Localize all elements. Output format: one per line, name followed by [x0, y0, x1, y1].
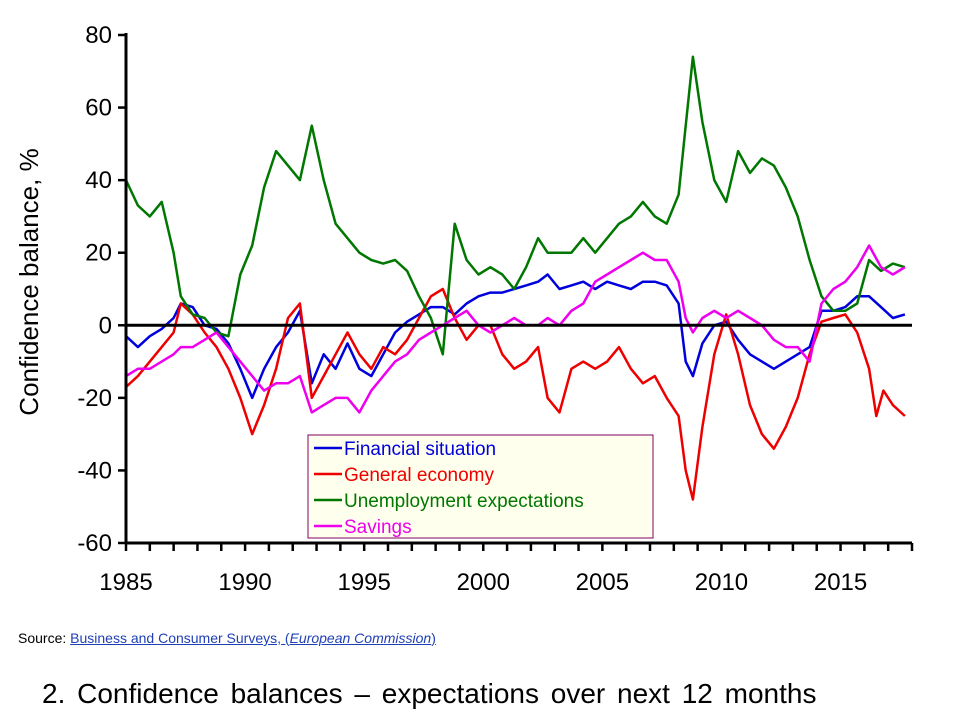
series-line-2	[125, 287, 906, 501]
series-line-1	[125, 273, 906, 400]
source-note: Source: Business and Consumer Surveys, (…	[18, 630, 436, 646]
y-tick-label: 60	[85, 95, 112, 122]
y-tick-label: 0	[99, 312, 112, 339]
legend-label: Unemployment expectations	[344, 491, 584, 512]
axes-layer	[124, 33, 912, 545]
x-tick-label: 2010	[695, 569, 748, 596]
legend-label: Savings	[344, 517, 412, 538]
x-tick-label: 2005	[576, 569, 629, 596]
x-tick-label: 2000	[457, 569, 510, 596]
legend-label: General economy	[344, 465, 494, 486]
x-tick-label: 1985	[99, 569, 152, 596]
legend-box	[307, 434, 654, 539]
source-link-close: )	[431, 630, 436, 646]
x-tick-label: 1995	[337, 569, 390, 596]
source-link-italic: European Commission	[289, 630, 432, 646]
y-tick-label: 20	[85, 240, 112, 267]
series-layer	[124, 55, 906, 501]
source-link-text: Business and Consumer Surveys, (	[70, 630, 290, 646]
source-link[interactable]: Business and Consumer Surveys, (European…	[70, 630, 436, 646]
series-line-3	[124, 55, 906, 356]
x-tick-label: 2015	[814, 569, 867, 596]
x-tick-label: 1990	[218, 569, 271, 596]
legend: Financial situation General economy Unempl…	[307, 434, 654, 539]
y-tick-label: -20	[77, 385, 112, 412]
y-tick-label: -40	[77, 457, 112, 484]
y-tick-label: 80	[85, 22, 112, 49]
series-line-4	[125, 244, 906, 414]
y-tick-label: 40	[85, 167, 112, 194]
y-tick-label: -60	[77, 530, 112, 557]
figure-caption: 2. Confidence balances – expectations ov…	[42, 678, 817, 709]
y-axis-label: Confidence balance, %	[14, 148, 44, 415]
source-prefix: Source:	[18, 630, 71, 646]
legend-label: Financial situation	[344, 439, 496, 460]
ticks-layer: 80 60 40 20 0 -20 -40 -60 1985 1990 1995 2000 2005 20…	[77, 22, 914, 596]
